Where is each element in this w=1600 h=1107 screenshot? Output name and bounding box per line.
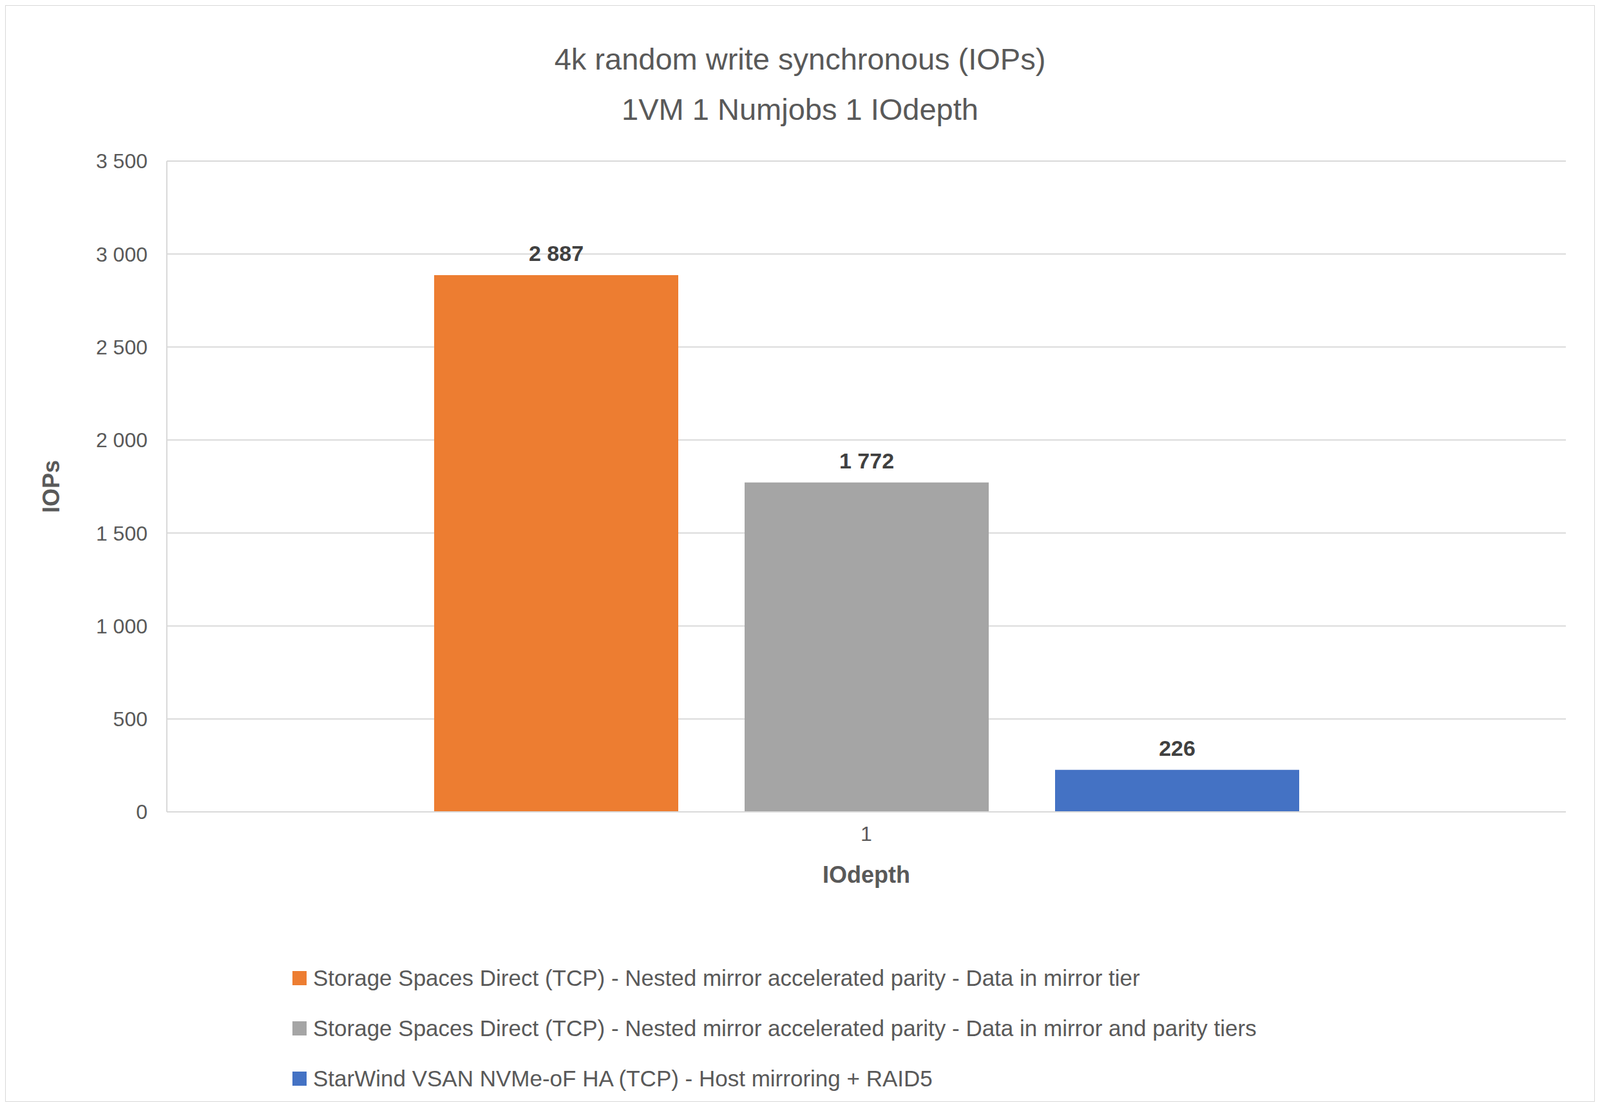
svg-text:2 887: 2 887 [528, 240, 584, 266]
svg-text:3 500: 3 500 [95, 149, 148, 173]
svg-text:0: 0 [135, 800, 148, 824]
svg-text:IOPs: IOPs [38, 459, 65, 513]
svg-text:IOdepth: IOdepth [822, 861, 911, 888]
svg-text:1 772: 1 772 [839, 448, 895, 473]
svg-text:2 000: 2 000 [95, 428, 148, 452]
svg-text:3 000: 3 000 [95, 242, 148, 267]
svg-text:1: 1 [860, 821, 873, 846]
svg-text:226: 226 [1158, 735, 1196, 761]
svg-text:2 500: 2 500 [95, 335, 148, 359]
svg-text:1 500: 1 500 [95, 521, 148, 545]
svg-text:500: 500 [113, 707, 148, 731]
svg-text:1 000: 1 000 [95, 614, 148, 638]
html-text:4k random write synchronous (I: 4k random write synchronous (IOPs) [554, 41, 1046, 77]
html-text:Storage Spaces Direct (TCP) -: Storage Spaces Direct (TCP) - Nested mir… [313, 964, 1140, 991]
html-text:Storage Spaces Direct (TCP) -: Storage Spaces Direct (TCP) - Nested mir… [313, 1015, 1257, 1041]
html-text:StarWind VSAN NVMe-oF HA (TCP): StarWind VSAN NVMe-oF HA (TCP) - Host mi… [313, 1065, 933, 1091]
html-text:1VM 1 Numjobs 1 IOdepth: 1VM 1 Numjobs 1 IOdepth [621, 92, 979, 127]
